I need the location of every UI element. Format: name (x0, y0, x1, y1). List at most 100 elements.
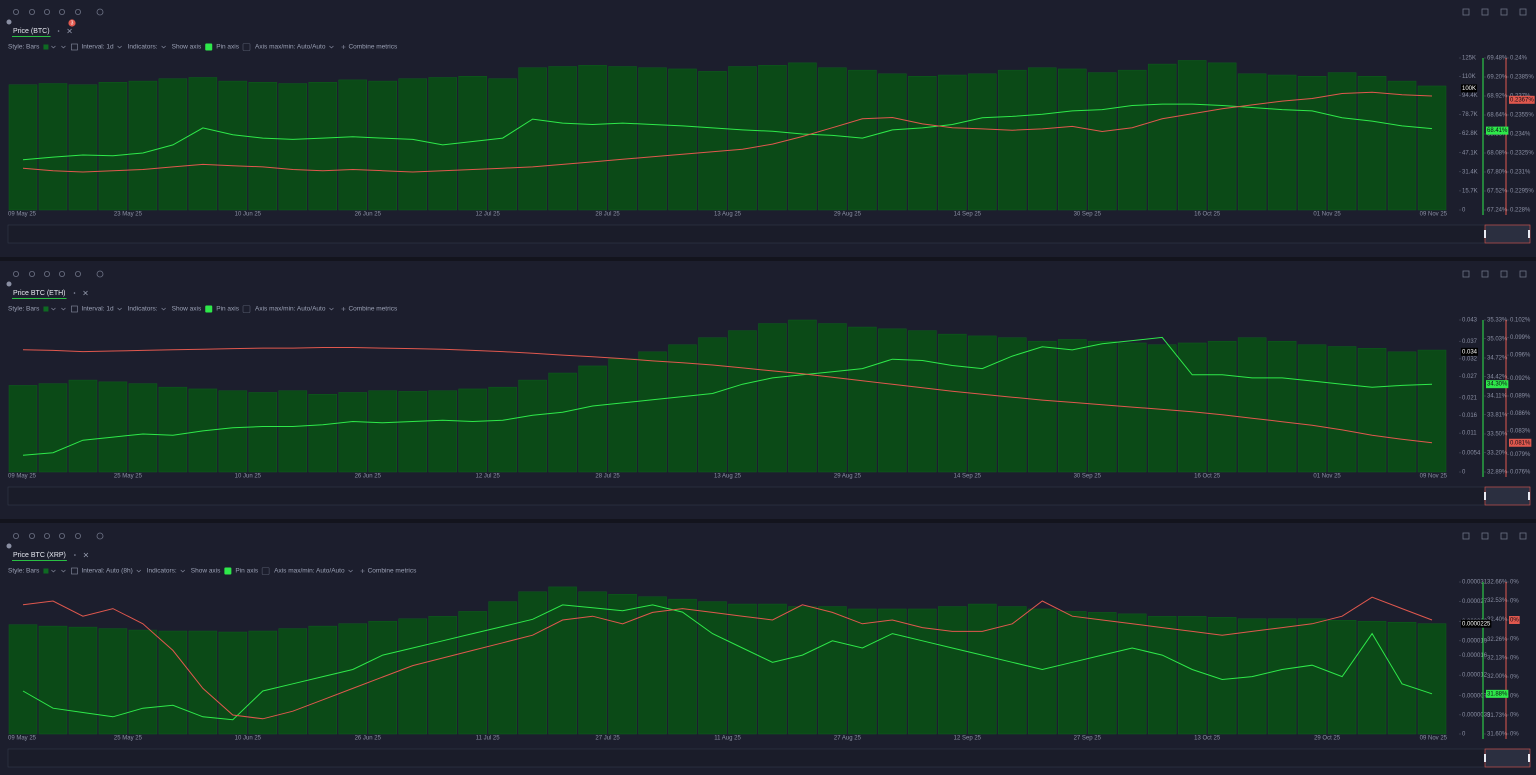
tick-label: 0 (1462, 208, 1466, 214)
toolbar-indicators[interactable]: Indicators: (128, 44, 158, 51)
toolbar-axis-minmax[interactable]: Axis max/min: Auto/Auto (274, 568, 345, 575)
header-icon[interactable] (1519, 8, 1527, 16)
tool-icon[interactable] (12, 533, 19, 540)
bar (368, 80, 397, 211)
toolbar-style[interactable]: Style: Bars (8, 568, 40, 575)
header-icon[interactable] (1462, 532, 1470, 540)
current-value-label: 68.41% (1487, 128, 1508, 134)
toolbar-indicators[interactable]: Indicators: (128, 306, 158, 313)
navigator[interactable] (7, 224, 1531, 244)
header-icon[interactable] (1500, 270, 1508, 278)
toolbar-show-axis[interactable]: Show axis (172, 306, 202, 313)
checkbox[interactable] (261, 567, 270, 575)
checkbox-checked[interactable] (224, 567, 232, 575)
navigator-window[interactable] (1484, 748, 1531, 768)
toolbar-combine[interactable]: Combine metrics (368, 568, 418, 575)
header-icon[interactable] (1519, 270, 1527, 278)
navigator-handle[interactable] (1484, 230, 1486, 238)
navigator-handle[interactable] (1528, 492, 1530, 500)
header-icon[interactable] (1462, 270, 1470, 278)
toolbar-pin-axis[interactable]: Pin axis (235, 568, 259, 575)
tab-title[interactable]: Price BTC (ETH) (13, 290, 66, 297)
toolbar-style[interactable]: Style: Bars (8, 306, 40, 313)
caret (61, 45, 66, 49)
series-line (22, 596, 1433, 720)
toolbar-combine[interactable]: Combine metrics (348, 44, 398, 51)
tab-close[interactable] (83, 290, 88, 296)
current-value-box (1509, 95, 1535, 104)
header-icon[interactable] (1481, 270, 1489, 278)
toolbar-show-axis[interactable]: Show axis (172, 44, 202, 51)
navigator[interactable] (7, 486, 1531, 506)
tool-icon[interactable] (28, 270, 35, 277)
tool-icon[interactable] (75, 8, 82, 15)
checkbox-checked[interactable] (205, 305, 213, 313)
toolbar-pin-axis[interactable]: Pin axis (216, 306, 240, 313)
tool-icon[interactable] (75, 533, 82, 540)
tool-icon[interactable] (28, 8, 35, 15)
header-icon[interactable] (1519, 532, 1527, 540)
navigator-handle[interactable] (1528, 754, 1530, 762)
visibility-icon[interactable] (96, 532, 104, 540)
navigator-window[interactable] (1484, 486, 1531, 506)
toolbar-combine[interactable]: Combine metrics (348, 306, 398, 313)
tab-title[interactable]: Price (BTC) (13, 28, 50, 35)
x-tick-label: 11 Aug 25 (714, 736, 741, 742)
color-swatch[interactable] (43, 44, 49, 50)
navigator-handle[interactable] (1484, 754, 1486, 762)
visibility-icon[interactable] (96, 270, 104, 278)
tick-label: 0.032 (1462, 356, 1478, 362)
header-icon[interactable] (1481, 532, 1489, 540)
header-icon[interactable] (1481, 8, 1489, 16)
toolbar-style[interactable]: Style: Bars (8, 44, 40, 51)
bar (878, 608, 907, 735)
current-value-box (1461, 84, 1478, 93)
panel-separator (0, 257, 1536, 261)
header-icon[interactable] (1500, 8, 1508, 16)
bar (458, 611, 487, 735)
tab-menu[interactable] (57, 30, 60, 32)
bar (338, 392, 368, 473)
navigator[interactable] (7, 748, 1531, 768)
tab-title[interactable]: Price BTC (XRP) (13, 552, 66, 559)
toolbar-show-axis[interactable]: Show axis (191, 568, 221, 575)
toolbar-interval[interactable]: Interval: 1d (81, 44, 114, 51)
bar (1267, 618, 1297, 735)
x-tick-label: 09 Nov 25 (1420, 474, 1448, 480)
bar (968, 603, 997, 735)
toolbar-axis-minmax[interactable]: Axis max/min: Auto/Auto (255, 44, 326, 51)
tool-icon[interactable] (59, 8, 66, 15)
toolbar-pin-axis[interactable]: Pin axis (216, 44, 240, 51)
tool-icon[interactable] (12, 8, 19, 15)
navigator-handle[interactable] (1528, 230, 1530, 238)
toolbar-interval[interactable]: Interval: Auto (8h) (81, 568, 132, 575)
header-icon[interactable] (1462, 8, 1470, 16)
tool-icon[interactable] (28, 533, 35, 540)
toolbar-indicators[interactable]: Indicators: (147, 568, 177, 575)
checkbox[interactable] (242, 43, 251, 51)
checkbox-checked[interactable] (205, 43, 213, 51)
tool-icon[interactable] (44, 270, 51, 277)
tab-close[interactable] (67, 28, 72, 34)
tool-icon[interactable] (12, 270, 19, 277)
visibility-icon[interactable] (96, 8, 104, 16)
header-icon[interactable] (1500, 532, 1508, 540)
tool-icon[interactable] (75, 270, 82, 277)
toolbar-axis-minmax[interactable]: Axis max/min: Auto/Auto (255, 306, 326, 313)
tick-label: 32.53% (1487, 598, 1508, 604)
tool-icon[interactable] (59, 270, 66, 277)
navigator-handle[interactable] (1484, 492, 1486, 500)
navigator-window[interactable] (1484, 224, 1531, 244)
tool-icon[interactable] (59, 533, 66, 540)
color-swatch[interactable] (43, 568, 49, 574)
bar (698, 71, 727, 211)
tab-menu[interactable] (74, 554, 76, 556)
tab-menu[interactable] (73, 292, 76, 294)
tool-icon[interactable] (44, 8, 51, 15)
tool-icon[interactable] (44, 533, 51, 540)
tick-label: 0.228% (1510, 208, 1531, 214)
toolbar-interval[interactable]: Interval: 1d (81, 306, 114, 313)
tab-close[interactable] (83, 552, 89, 558)
color-swatch[interactable] (43, 306, 49, 312)
checkbox[interactable] (242, 305, 251, 313)
